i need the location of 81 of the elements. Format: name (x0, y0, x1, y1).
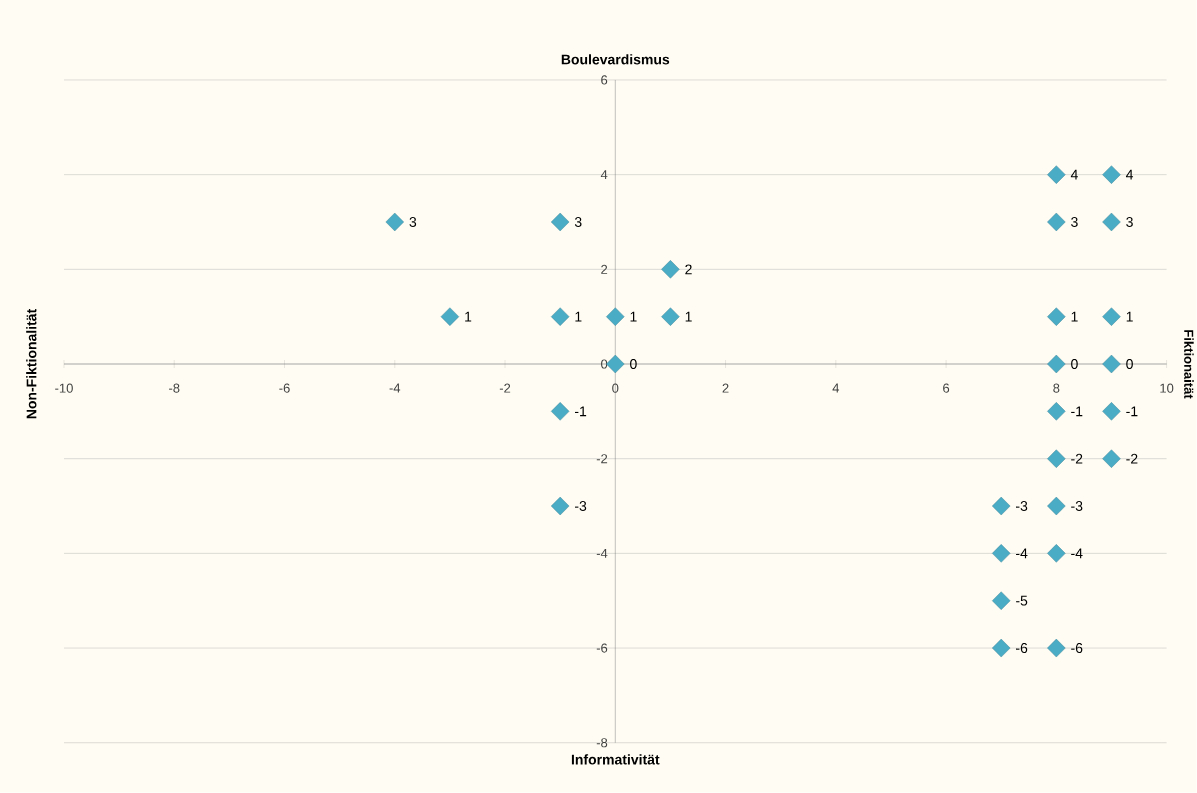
point (992, 591, 1011, 611)
y-tick-label: 6 (601, 75, 608, 85)
data-label: -3 (1071, 501, 1083, 512)
data-label: -2 (1126, 453, 1138, 464)
point (661, 307, 680, 327)
x-tick-label: 6 (943, 383, 950, 393)
x-axis-title: Informativität (571, 754, 660, 765)
data-label: -6 (1016, 643, 1028, 654)
point (1047, 307, 1066, 327)
data-label: -2 (1071, 453, 1083, 464)
data-label: 0 (1126, 359, 1133, 370)
point (992, 544, 1011, 563)
data-label: -1 (1071, 406, 1083, 417)
point (661, 260, 680, 279)
data-label: 0 (630, 359, 637, 370)
text: Boulevardismus (561, 54, 670, 65)
point (1102, 449, 1121, 469)
x-tick-label: -2 (499, 383, 511, 393)
y-tick-label: -8 (596, 738, 608, 748)
point (550, 402, 570, 421)
point (1102, 307, 1121, 327)
data-label: -3 (574, 501, 587, 512)
point (992, 496, 1011, 516)
y-tick-label: -2 (596, 454, 608, 464)
point (1102, 165, 1121, 184)
x-tick-label: -10 (55, 383, 73, 393)
point (1102, 402, 1121, 421)
x-tick-label: -6 (279, 383, 290, 393)
point (1047, 354, 1066, 374)
point (1047, 496, 1066, 516)
data-label: 1 (575, 312, 582, 322)
point (1047, 212, 1066, 232)
text: Fiktionaität (1184, 330, 1194, 399)
x-tick-label: 0 (612, 383, 619, 393)
data-label: 1 (685, 312, 692, 322)
data-label: 2 (685, 264, 692, 275)
data-label: 3 (409, 217, 417, 228)
point (550, 307, 570, 327)
data-label: 1 (630, 312, 637, 322)
y-tick-label: -4 (596, 549, 608, 558)
data-label: 4 (1125, 169, 1134, 180)
data-label: 4 (1070, 169, 1078, 180)
point (440, 307, 460, 327)
point (1102, 354, 1121, 374)
point (550, 496, 570, 516)
data-label: -4 (1071, 548, 1083, 559)
point (1047, 544, 1066, 563)
point (606, 354, 625, 374)
point (992, 639, 1011, 658)
data-label: 3 (1071, 217, 1078, 228)
data-label: -5 (1016, 595, 1028, 606)
point (1102, 212, 1121, 232)
x-tick-label: 10 (1160, 383, 1174, 393)
x-tick-label: 8 (1053, 383, 1060, 393)
y-tick-label: 4 (600, 170, 608, 180)
data-label: 3 (1126, 217, 1133, 228)
data-label: 1 (465, 312, 472, 322)
data-label: -4 (1016, 548, 1028, 559)
x-tick-label: 2 (722, 383, 729, 393)
data-label: -6 (1071, 643, 1083, 654)
y-tick-label: 2 (601, 264, 608, 275)
data-label: 3 (574, 217, 582, 228)
data-label: 0 (1071, 359, 1078, 370)
data-label: 1 (1126, 312, 1133, 322)
data-label: -1 (1126, 406, 1138, 417)
point (1047, 402, 1066, 421)
data-label: -3 (1016, 501, 1028, 512)
x-tick-label: 4 (832, 383, 840, 393)
point (606, 307, 625, 327)
x-tick-label: -4 (389, 383, 401, 393)
point (1047, 165, 1066, 184)
point (1047, 449, 1066, 469)
point (1047, 639, 1066, 658)
y-tick-label: -6 (596, 643, 608, 653)
y-tick-label: 0 (601, 359, 608, 369)
data-label: -1 (574, 406, 587, 417)
x-tick-label: -8 (169, 383, 180, 393)
text: Non-Fiktionalität (26, 309, 37, 419)
point (385, 212, 404, 232)
point (550, 212, 570, 232)
data-label: 1 (1071, 312, 1078, 322)
